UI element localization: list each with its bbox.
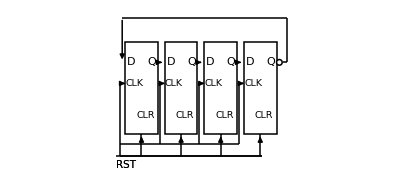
Text: CLK: CLK [165, 79, 183, 88]
Text: D: D [166, 57, 175, 67]
Text: Q: Q [148, 57, 156, 67]
Text: CLR: CLR [215, 111, 234, 120]
Bar [165, 42, 197, 134]
Text: RST: RST [116, 160, 136, 170]
Text: CLR: CLR [255, 111, 274, 120]
Text: Q: Q [187, 57, 196, 67]
Text: RST: RST [116, 160, 136, 170]
Text: Q: Q [227, 57, 236, 67]
Text: CLR: CLR [136, 111, 155, 120]
Text: CLK: CLK [244, 79, 262, 88]
Text: D: D [127, 57, 135, 67]
Text: CLR: CLR [176, 111, 194, 120]
Bar [244, 42, 276, 134]
Circle shape [276, 59, 282, 65]
Text: Q: Q [266, 57, 275, 67]
Bar [204, 42, 237, 134]
Text: D: D [246, 57, 254, 67]
Bar [125, 42, 158, 134]
Text: CLK: CLK [204, 79, 222, 88]
Text: CLK: CLK [125, 79, 143, 88]
Text: D: D [206, 57, 214, 67]
